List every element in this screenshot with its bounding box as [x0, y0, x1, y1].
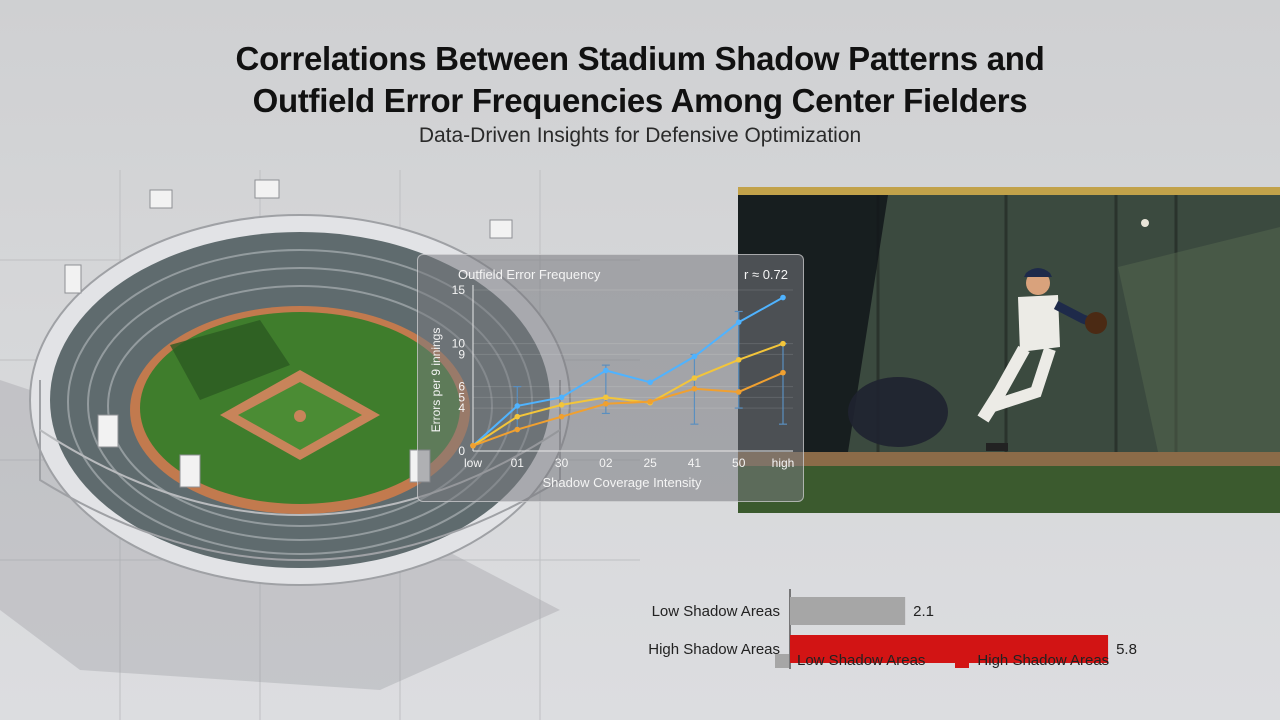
y-tick-label: 10 — [452, 337, 466, 351]
bar-low — [790, 597, 906, 625]
series-point-2 — [514, 413, 521, 420]
series-point-3 — [691, 385, 698, 392]
series-point-3 — [603, 400, 609, 407]
page-title: Correlations Between Stadium Shadow Patt… — [0, 38, 1280, 122]
title-line-1: Correlations Between Stadium Shadow Patt… — [235, 40, 1045, 77]
series-point-1 — [558, 394, 565, 401]
series-point-3 — [735, 389, 742, 395]
series-point-2 — [603, 394, 609, 401]
line-chart-title: Outfield Error Frequency — [458, 267, 601, 282]
legend-swatch-low — [775, 653, 789, 668]
x-tick-label: 25 — [643, 456, 657, 470]
series-point-1 — [735, 319, 742, 325]
series-point-3 — [514, 426, 521, 433]
series-point-3 — [647, 398, 653, 405]
x-tick-label: 41 — [688, 456, 702, 470]
bar-category-label: High Shadow Areas — [648, 641, 780, 658]
series-point-2 — [691, 375, 698, 381]
legend-item-high: High Shadow Areas — [955, 652, 1109, 669]
bar-value-label: 5.8 — [1116, 641, 1137, 658]
series-point-3 — [780, 369, 786, 376]
series-point-1 — [647, 379, 653, 386]
series-point-2 — [558, 402, 565, 408]
outfielder-photo — [738, 187, 1280, 513]
legend-label-low: Low Shadow Areas — [797, 652, 926, 669]
legend-item-low: Low Shadow Areas — [775, 652, 925, 669]
series-line-1 — [472, 296, 784, 447]
series-point-3 — [558, 413, 565, 420]
x-axis-label: Shadow Coverage Intensity — [543, 475, 702, 490]
series-line-2 — [472, 342, 784, 447]
line-chart: Outfield Error Frequency r ≈ 0.72 Shadow… — [429, 267, 795, 490]
correlation-annotation: r ≈ 0.72 — [744, 267, 788, 282]
y-axis-label: Errors per 9 innings — [429, 328, 443, 433]
y-tick-label: 4 — [458, 401, 465, 415]
y-tick-label: 15 — [452, 283, 466, 297]
bar-chart-legend: Low Shadow Areas High Shadow Areas — [775, 652, 1139, 669]
x-tick-label: 50 — [732, 456, 746, 470]
y-tick-label: 6 — [458, 380, 465, 394]
series-point-1 — [780, 294, 786, 301]
bar-chart: Low Shadow Areas 2.1 High Shadow Areas 5.8 — [648, 589, 1137, 669]
bar-value-label: 2.1 — [913, 603, 934, 620]
series-point-3 — [470, 442, 476, 449]
page-subtitle: Data-Driven Insights for Defensive Optim… — [418, 124, 862, 147]
y-tick-label: 0 — [458, 444, 465, 458]
bar-category-label: Low Shadow Areas — [652, 603, 780, 620]
series-point-1 — [603, 367, 609, 374]
bar-high — [790, 635, 1109, 663]
x-tick-label: 02 — [599, 456, 613, 470]
x-tick-label: high — [772, 456, 795, 470]
series-point-2 — [735, 356, 742, 363]
y-tick-label: 9 — [458, 347, 465, 361]
legend-label-high: High Shadow Areas — [977, 652, 1110, 669]
line-chart-panel: Outfield Error Frequency r ≈ 0.72 Shadow… — [417, 254, 804, 502]
x-tick-label: 01 — [511, 456, 525, 470]
series-point-1 — [514, 403, 521, 409]
legend-swatch-high — [955, 653, 970, 668]
series-line-3 — [472, 371, 784, 447]
x-tick-label: low — [464, 456, 482, 470]
outfielder-figure — [977, 268, 1107, 451]
series-point-2 — [780, 340, 786, 347]
title-line-2: Outfield Error Frequencies Among Center … — [252, 82, 1028, 119]
x-tick-label: 30 — [555, 456, 569, 470]
y-tick-label: 5 — [458, 390, 465, 404]
series-point-1 — [691, 353, 698, 360]
